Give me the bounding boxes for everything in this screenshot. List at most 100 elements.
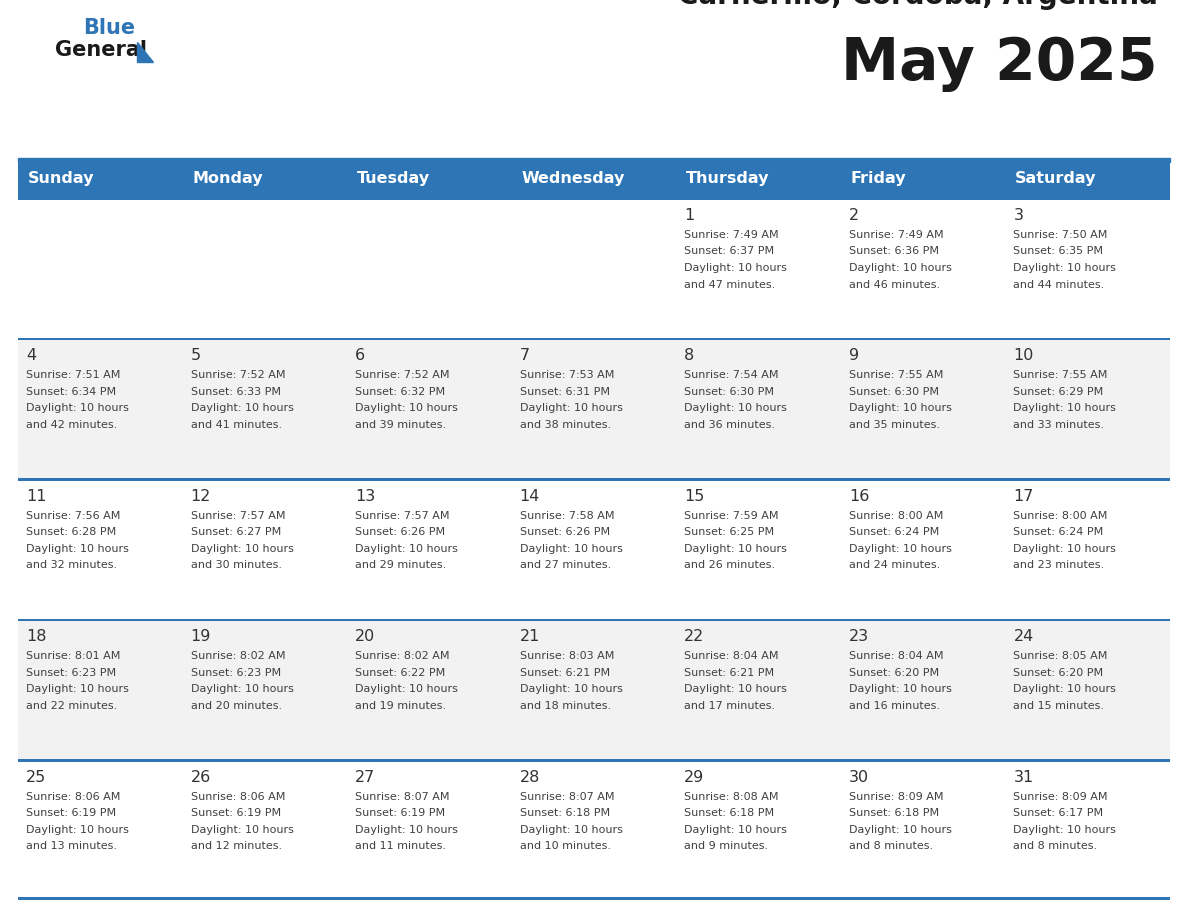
Bar xyxy=(18,339,1170,479)
Text: and 24 minutes.: and 24 minutes. xyxy=(849,560,940,570)
Text: Daylight: 10 hours: Daylight: 10 hours xyxy=(519,543,623,554)
Text: Sunrise: 8:03 AM: Sunrise: 8:03 AM xyxy=(519,651,614,661)
Text: 30: 30 xyxy=(849,769,868,785)
Text: 19: 19 xyxy=(190,629,211,644)
Bar xyxy=(18,620,1170,759)
Text: Sunrise: 8:09 AM: Sunrise: 8:09 AM xyxy=(849,791,943,801)
Text: Sunday: Sunday xyxy=(27,172,94,186)
Text: Sunrise: 7:55 AM: Sunrise: 7:55 AM xyxy=(849,370,943,380)
Text: Daylight: 10 hours: Daylight: 10 hours xyxy=(26,403,128,413)
Text: Daylight: 10 hours: Daylight: 10 hours xyxy=(684,684,788,694)
Text: 21: 21 xyxy=(519,629,541,644)
Text: Daylight: 10 hours: Daylight: 10 hours xyxy=(190,684,293,694)
Text: and 26 minutes.: and 26 minutes. xyxy=(684,560,776,570)
Text: Sunset: 6:24 PM: Sunset: 6:24 PM xyxy=(849,527,939,537)
Text: Sunset: 6:19 PM: Sunset: 6:19 PM xyxy=(26,808,116,818)
Text: 1: 1 xyxy=(684,208,695,223)
Text: 2: 2 xyxy=(849,208,859,223)
Text: and 44 minutes.: and 44 minutes. xyxy=(1013,279,1105,289)
Text: Sunset: 6:19 PM: Sunset: 6:19 PM xyxy=(355,808,446,818)
Text: 6: 6 xyxy=(355,349,365,364)
Text: 5: 5 xyxy=(190,349,201,364)
Text: and 22 minutes.: and 22 minutes. xyxy=(26,700,118,711)
Text: Daylight: 10 hours: Daylight: 10 hours xyxy=(849,684,952,694)
Text: Sunrise: 7:57 AM: Sunrise: 7:57 AM xyxy=(190,510,285,521)
Text: May 2025: May 2025 xyxy=(841,35,1158,92)
Bar xyxy=(18,158,1170,162)
Bar xyxy=(18,759,1170,900)
Text: and 16 minutes.: and 16 minutes. xyxy=(849,700,940,711)
Text: Sunrise: 8:02 AM: Sunrise: 8:02 AM xyxy=(190,651,285,661)
Text: and 42 minutes.: and 42 minutes. xyxy=(26,420,118,430)
Text: Daylight: 10 hours: Daylight: 10 hours xyxy=(1013,543,1117,554)
Text: and 39 minutes.: and 39 minutes. xyxy=(355,420,447,430)
Text: 16: 16 xyxy=(849,488,870,504)
Text: and 23 minutes.: and 23 minutes. xyxy=(1013,560,1105,570)
Text: Sunrise: 7:57 AM: Sunrise: 7:57 AM xyxy=(355,510,449,521)
Text: 18: 18 xyxy=(26,629,46,644)
Text: Daylight: 10 hours: Daylight: 10 hours xyxy=(684,263,788,273)
Text: General: General xyxy=(55,40,147,60)
Text: and 15 minutes.: and 15 minutes. xyxy=(1013,700,1105,711)
Text: Sunrise: 8:07 AM: Sunrise: 8:07 AM xyxy=(519,791,614,801)
Polygon shape xyxy=(137,42,153,62)
Text: Sunrise: 7:50 AM: Sunrise: 7:50 AM xyxy=(1013,230,1107,240)
Text: Friday: Friday xyxy=(851,172,906,186)
Text: Sunset: 6:31 PM: Sunset: 6:31 PM xyxy=(519,386,609,397)
Bar xyxy=(18,197,1170,200)
Text: Wednesday: Wednesday xyxy=(522,172,625,186)
Text: Tuesday: Tuesday xyxy=(358,172,430,186)
Text: and 8 minutes.: and 8 minutes. xyxy=(849,841,933,851)
Text: Sunrise: 8:09 AM: Sunrise: 8:09 AM xyxy=(1013,791,1108,801)
Text: 12: 12 xyxy=(190,488,211,504)
Text: and 20 minutes.: and 20 minutes. xyxy=(190,700,282,711)
Text: Sunrise: 7:55 AM: Sunrise: 7:55 AM xyxy=(1013,370,1107,380)
Text: Sunset: 6:22 PM: Sunset: 6:22 PM xyxy=(355,667,446,677)
Text: Sunset: 6:30 PM: Sunset: 6:30 PM xyxy=(849,386,939,397)
Text: and 35 minutes.: and 35 minutes. xyxy=(849,420,940,430)
Text: Sunrise: 7:58 AM: Sunrise: 7:58 AM xyxy=(519,510,614,521)
Text: and 19 minutes.: and 19 minutes. xyxy=(355,700,447,711)
Text: Sunset: 6:20 PM: Sunset: 6:20 PM xyxy=(1013,667,1104,677)
Text: and 36 minutes.: and 36 minutes. xyxy=(684,420,776,430)
Text: Sunset: 6:30 PM: Sunset: 6:30 PM xyxy=(684,386,775,397)
Text: Sunrise: 8:02 AM: Sunrise: 8:02 AM xyxy=(355,651,449,661)
Bar xyxy=(18,478,1170,481)
Text: Sunrise: 7:52 AM: Sunrise: 7:52 AM xyxy=(355,370,449,380)
Text: Daylight: 10 hours: Daylight: 10 hours xyxy=(519,824,623,834)
Text: Daylight: 10 hours: Daylight: 10 hours xyxy=(519,403,623,413)
Text: Sunset: 6:18 PM: Sunset: 6:18 PM xyxy=(684,808,775,818)
Text: Daylight: 10 hours: Daylight: 10 hours xyxy=(26,543,128,554)
Text: Sunrise: 8:01 AM: Sunrise: 8:01 AM xyxy=(26,651,120,661)
Text: Sunrise: 7:51 AM: Sunrise: 7:51 AM xyxy=(26,370,120,380)
Text: Sunrise: 8:06 AM: Sunrise: 8:06 AM xyxy=(190,791,285,801)
Text: 7: 7 xyxy=(519,349,530,364)
Bar xyxy=(18,160,1170,198)
Text: Daylight: 10 hours: Daylight: 10 hours xyxy=(26,684,128,694)
Bar xyxy=(18,198,1170,339)
Text: Daylight: 10 hours: Daylight: 10 hours xyxy=(849,543,952,554)
Text: Sunrise: 7:56 AM: Sunrise: 7:56 AM xyxy=(26,510,120,521)
Text: Sunset: 6:27 PM: Sunset: 6:27 PM xyxy=(190,527,280,537)
Text: Daylight: 10 hours: Daylight: 10 hours xyxy=(1013,824,1117,834)
Text: Daylight: 10 hours: Daylight: 10 hours xyxy=(355,684,459,694)
Text: and 47 minutes.: and 47 minutes. xyxy=(684,279,776,289)
Text: Daylight: 10 hours: Daylight: 10 hours xyxy=(1013,403,1117,413)
Text: Sunrise: 8:00 AM: Sunrise: 8:00 AM xyxy=(1013,510,1107,521)
Text: 31: 31 xyxy=(1013,769,1034,785)
Text: Sunrise: 8:06 AM: Sunrise: 8:06 AM xyxy=(26,791,120,801)
Text: Sunset: 6:18 PM: Sunset: 6:18 PM xyxy=(519,808,609,818)
Text: Sunset: 6:26 PM: Sunset: 6:26 PM xyxy=(355,527,446,537)
Text: 9: 9 xyxy=(849,349,859,364)
Text: Sunset: 6:23 PM: Sunset: 6:23 PM xyxy=(26,667,116,677)
Text: 29: 29 xyxy=(684,769,704,785)
Text: Sunset: 6:23 PM: Sunset: 6:23 PM xyxy=(190,667,280,677)
Text: Daylight: 10 hours: Daylight: 10 hours xyxy=(355,543,459,554)
Bar xyxy=(18,479,1170,620)
Bar xyxy=(18,759,1170,762)
Text: Daylight: 10 hours: Daylight: 10 hours xyxy=(190,543,293,554)
Text: 26: 26 xyxy=(190,769,210,785)
Text: 24: 24 xyxy=(1013,629,1034,644)
Text: Sunset: 6:17 PM: Sunset: 6:17 PM xyxy=(1013,808,1104,818)
Text: Carnerillo, Cordoba, Argentina: Carnerillo, Cordoba, Argentina xyxy=(678,0,1158,10)
